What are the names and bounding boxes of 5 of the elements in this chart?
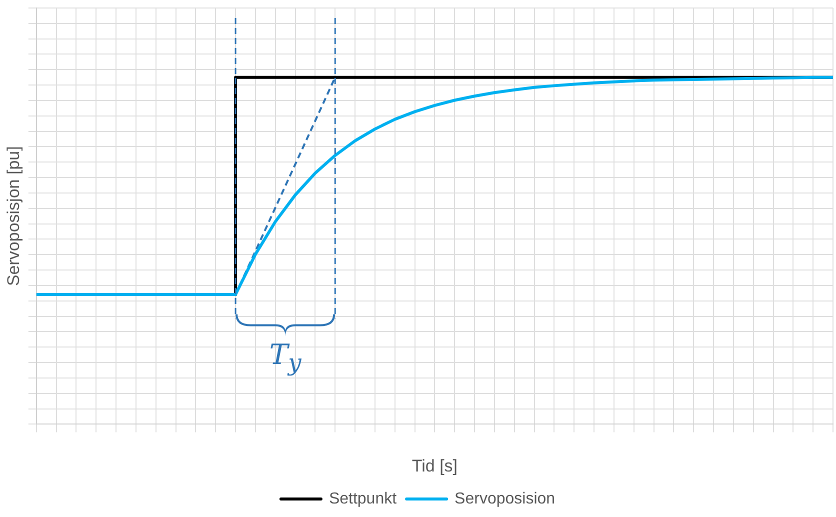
annotation: T$_{y}$ [269, 338, 302, 377]
y-axis-title: Servoposisjon [pu] [4, 146, 23, 286]
x-axis-title: Tid [s] [412, 456, 458, 476]
legend-label: Settpunkt [328, 490, 398, 508]
legend-label: Servoposision [454, 490, 556, 508]
